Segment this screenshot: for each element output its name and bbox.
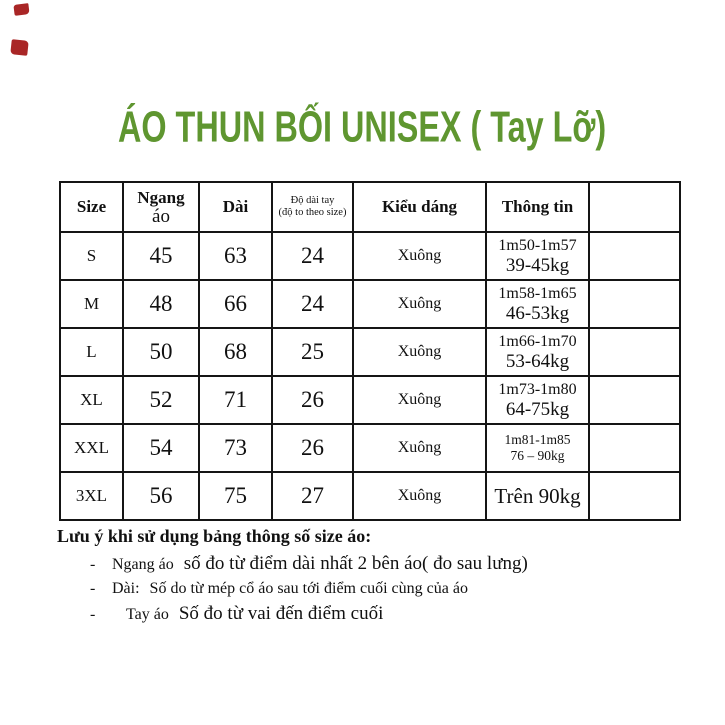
bullet-dash: -: [90, 580, 96, 597]
cell-kieu-dang: Xuông: [352, 375, 487, 425]
notes-heading: Lưu ý khi sử dụng bảng thông số size áo:: [57, 526, 372, 546]
table-row-m: M 48 66 24 Xuông 1m58-1m65 46-53kg: [59, 279, 681, 329]
size-chart-table: Size Ngang áo Dài Độ dài tay (độ to theo…: [59, 181, 681, 521]
note-text: số đo từ điểm dài nhất 2 bên áo( đo sau …: [183, 553, 528, 574]
note-text: Số do từ mép cổ áo sau tới điểm cuối cùn…: [149, 580, 468, 597]
table-row-3xl: 3XL 56 75 27 Xuông Trên 90kg: [59, 471, 681, 521]
cell-size: S: [59, 231, 124, 281]
cell-size: XL: [59, 375, 124, 425]
table-row-xl: XL 52 71 26 Xuông 1m73-1m80 64-75kg: [59, 375, 681, 425]
cell-ngang-ao: 48: [122, 279, 200, 329]
cell-size: XXL: [59, 423, 124, 473]
info-weight: 76 – 90kg: [510, 448, 565, 463]
cell-extra: [588, 471, 681, 521]
column-header-kieu-dang: Kiểu dáng: [352, 181, 487, 233]
column-header-do-dai-tay: Độ dài tay (độ to theo size): [271, 181, 354, 233]
column-header-ngang-ao: Ngang áo: [122, 181, 200, 233]
cell-do-dai-tay: 25: [271, 327, 354, 377]
note-item-ngang-ao: - Ngang áo số đo từ điểm dài nhất 2 bên …: [90, 553, 677, 575]
cell-dai: 71: [198, 375, 273, 425]
cell-kieu-dang: Xuông: [352, 423, 487, 473]
cell-do-dai-tay: 24: [271, 279, 354, 329]
info-weight: 39-45kg: [505, 255, 570, 276]
column-header-extra: [588, 181, 681, 233]
ngang-ao-line2: áo: [152, 206, 170, 227]
header-row: Size Ngang áo Dài Độ dài tay (độ to theo…: [59, 181, 681, 233]
note-text: Số đo từ vai đến điểm cuối: [178, 603, 384, 624]
page-title: ÁO THUN BỐI UNISEX ( Tay Lỡ): [118, 103, 607, 152]
red-scribble-mark-bottom: [10, 39, 29, 56]
ngang-ao-line1: Ngang: [137, 188, 185, 207]
info-height: 1m58-1m65: [498, 285, 577, 302]
note-lead: Tay áo: [126, 606, 169, 623]
note-item-tay-ao: - Tay áo Số đo từ vai đến điểm cuối: [90, 603, 677, 625]
cell-dai: 73: [198, 423, 273, 473]
do-dai-tay-line1: Độ dài tay: [290, 195, 335, 206]
red-scribble-mark-top: [13, 3, 30, 16]
cell-kieu-dang: Xuông: [352, 231, 487, 281]
cell-ngang-ao: 52: [122, 375, 200, 425]
column-header-dai: Dài: [198, 181, 273, 233]
cell-thong-tin: Trên 90kg: [485, 471, 590, 521]
cell-extra: [588, 279, 681, 329]
cell-dai: 68: [198, 327, 273, 377]
cell-extra: [588, 327, 681, 377]
cell-kieu-dang: Xuông: [352, 327, 487, 377]
cell-dai: 75: [198, 471, 273, 521]
table-row-l: L 50 68 25 Xuông 1m66-1m70 53-64kg: [59, 327, 681, 377]
column-header-thong-tin: Thông tin: [485, 181, 590, 233]
cell-do-dai-tay: 26: [271, 423, 354, 473]
info-height: 1m66-1m70: [498, 333, 577, 350]
cell-ngang-ao: 56: [122, 471, 200, 521]
note-lead: Dài:: [112, 580, 140, 597]
note-item-dai: - Dài: Số do từ mép cổ áo sau tới điểm c…: [90, 580, 677, 598]
cell-ngang-ao: 50: [122, 327, 200, 377]
bullet-dash: -: [90, 606, 96, 623]
cell-size: L: [59, 327, 124, 377]
cell-thong-tin: 1m66-1m70 53-64kg: [485, 327, 590, 377]
cell-extra: [588, 231, 681, 281]
info-height: 1m81-1m85: [504, 432, 571, 447]
cell-do-dai-tay: 27: [271, 471, 354, 521]
cell-thong-tin: 1m50-1m57 39-45kg: [485, 231, 590, 281]
cell-kieu-dang: Xuông: [352, 471, 487, 521]
cell-kieu-dang: Xuông: [352, 279, 487, 329]
column-header-size: Size: [59, 181, 124, 233]
cell-ngang-ao: 54: [122, 423, 200, 473]
note-lead: Ngang áo: [112, 556, 174, 573]
title-bar: ÁO THUN BỐI UNISEX ( Tay Lỡ): [0, 103, 725, 152]
cell-extra: [588, 375, 681, 425]
info-height: 1m73-1m80: [498, 381, 577, 398]
cell-thong-tin: 1m58-1m65 46-53kg: [485, 279, 590, 329]
cell-ngang-ao: 45: [122, 231, 200, 281]
info-weight: Trên 90kg: [494, 483, 581, 508]
do-dai-tay-line2: (độ to theo size): [278, 207, 347, 218]
info-weight: 64-75kg: [505, 399, 570, 420]
cell-thong-tin: 1m73-1m80 64-75kg: [485, 375, 590, 425]
table-row-xxl: XXL 54 73 26 Xuông 1m81-1m85 76 – 90kg: [59, 423, 681, 473]
cell-size: M: [59, 279, 124, 329]
cell-dai: 66: [198, 279, 273, 329]
info-weight: 53-64kg: [505, 351, 570, 372]
notes-section: Lưu ý khi sử dụng bảng thông số size áo:…: [57, 526, 677, 630]
bullet-dash: -: [90, 556, 96, 573]
cell-thong-tin: 1m81-1m85 76 – 90kg: [485, 423, 590, 473]
cell-dai: 63: [198, 231, 273, 281]
cell-do-dai-tay: 24: [271, 231, 354, 281]
info-weight: 46-53kg: [505, 303, 570, 324]
info-height: 1m50-1m57: [498, 237, 577, 254]
cell-extra: [588, 423, 681, 473]
cell-size: 3XL: [59, 471, 124, 521]
table-row-s: S 45 63 24 Xuông 1m50-1m57 39-45kg: [59, 231, 681, 281]
cell-do-dai-tay: 26: [271, 375, 354, 425]
